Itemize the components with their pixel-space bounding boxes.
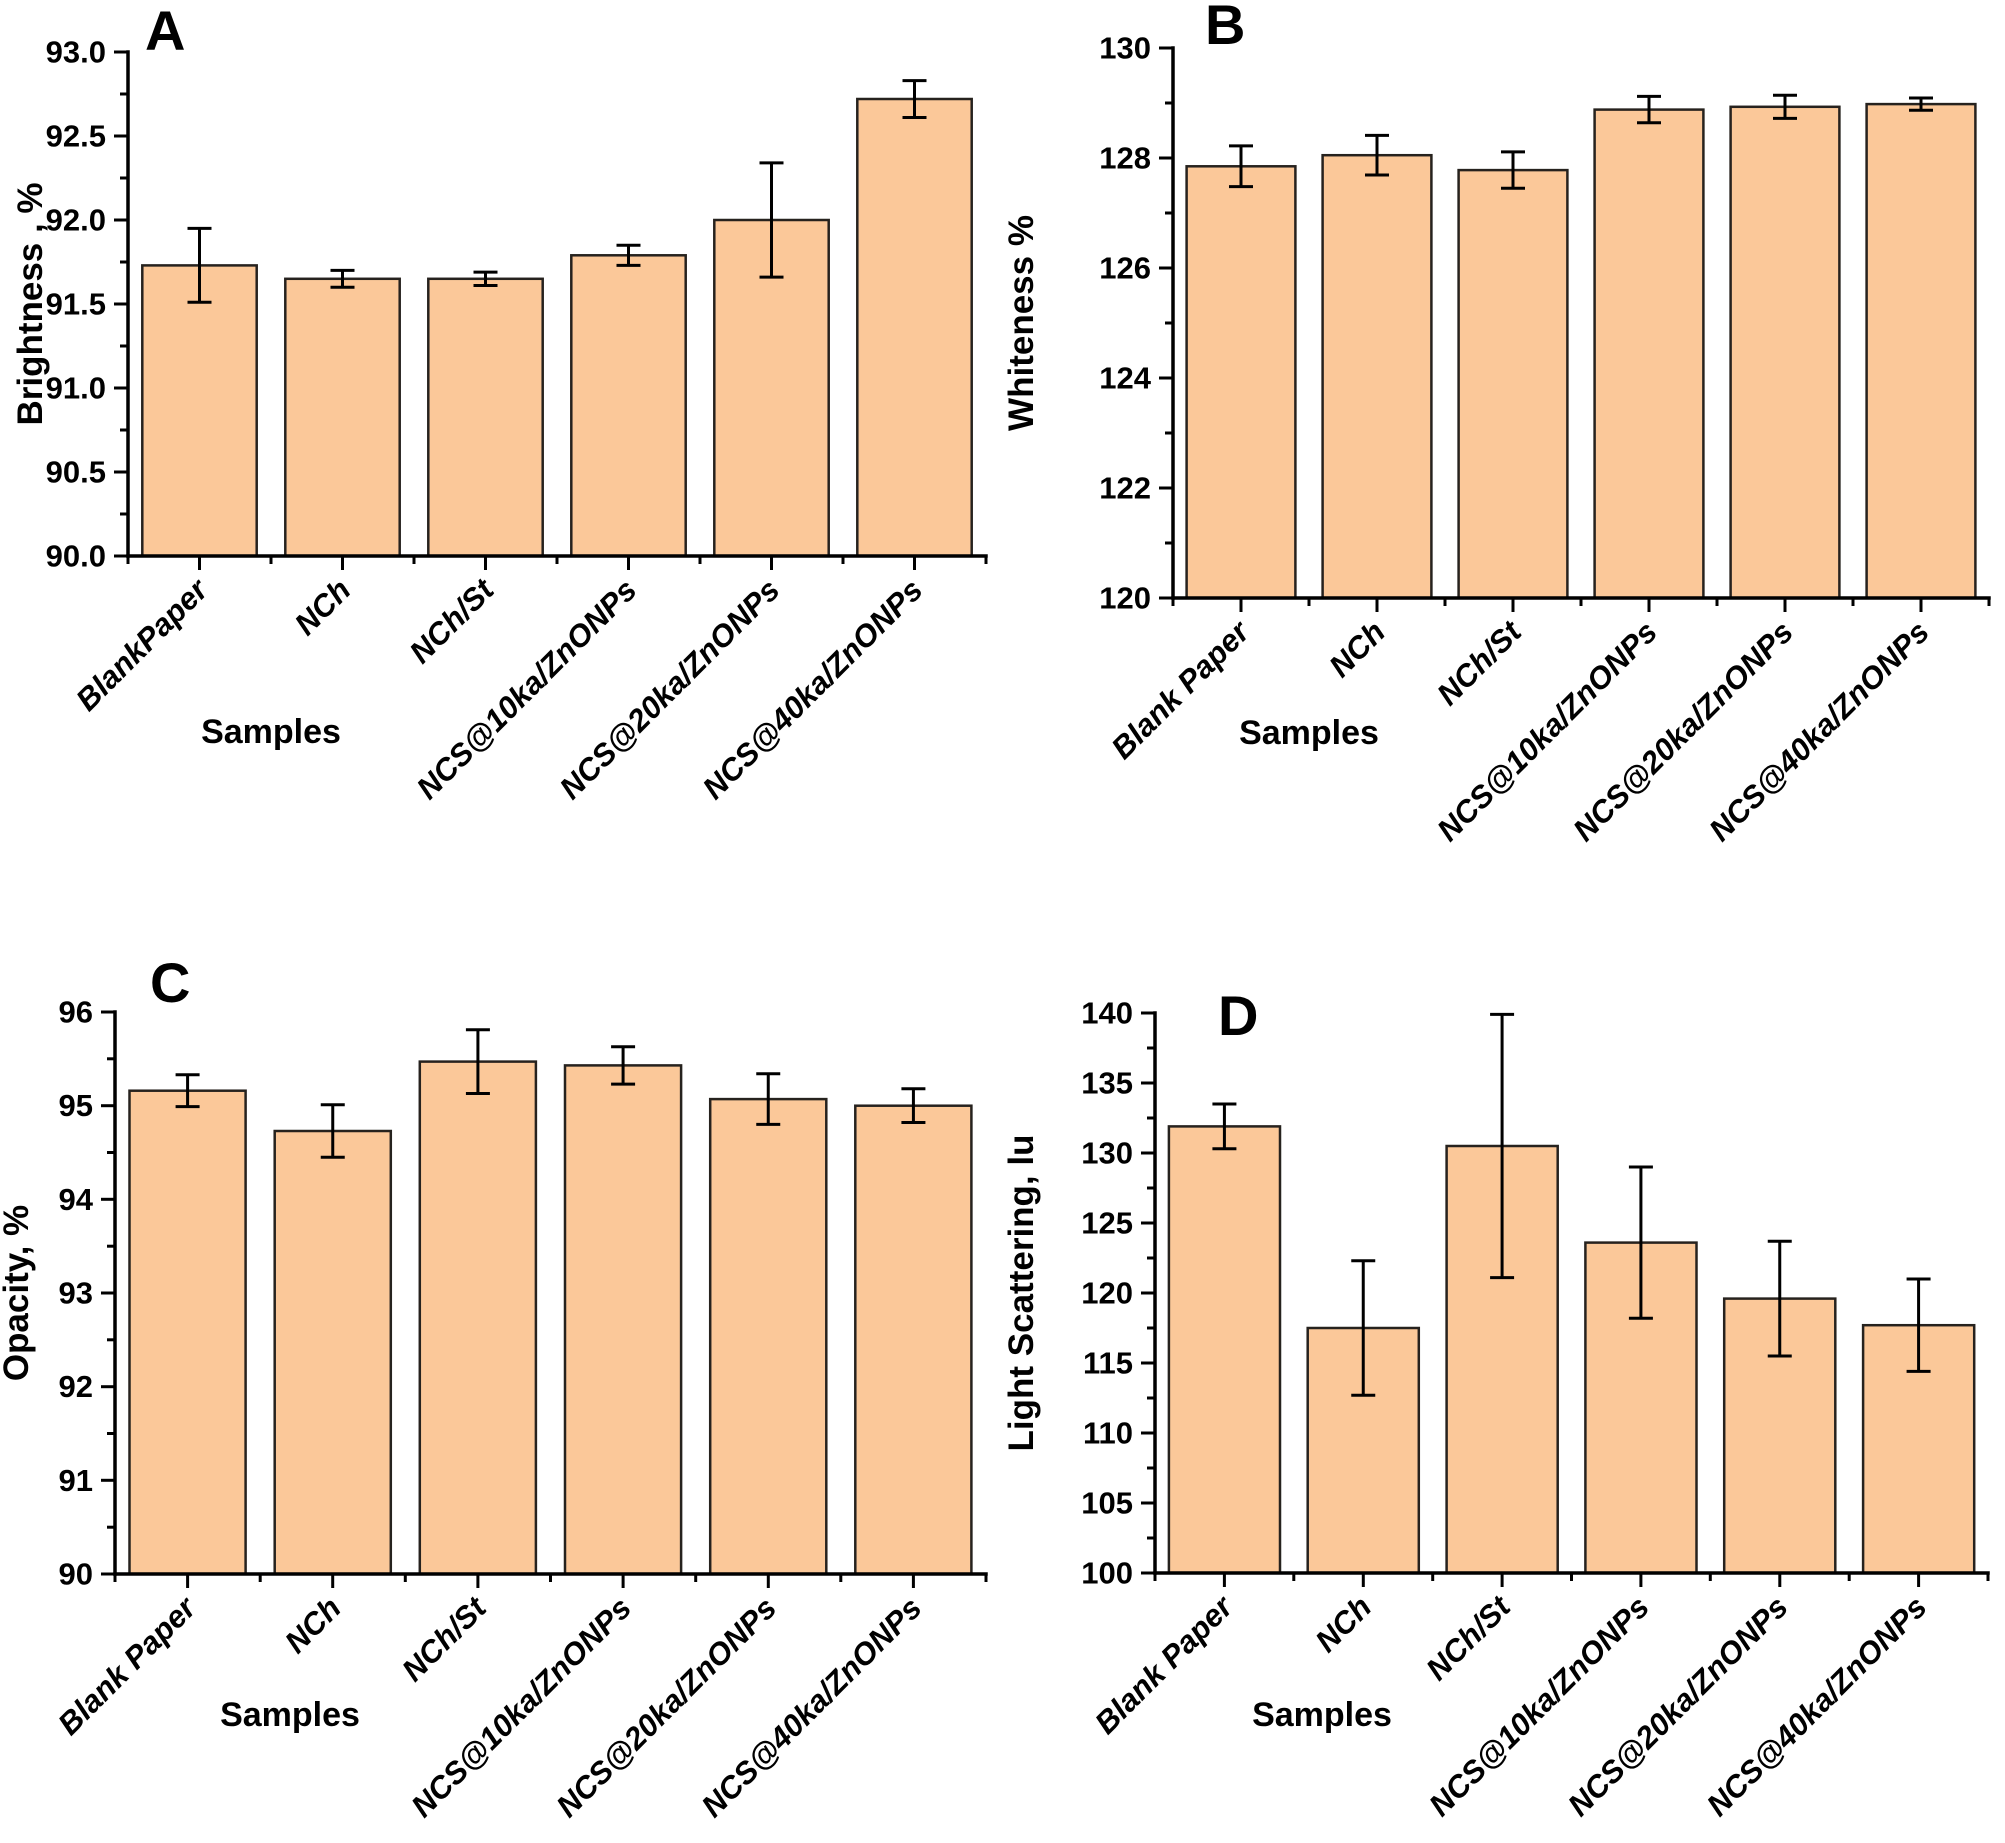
bar (1865, 102, 1977, 600)
x-tick-label: NCS@40ka/ZnONPs (1702, 614, 1936, 848)
x-tick-label: BlankPaper (69, 571, 216, 718)
x-axis-title: Samples (1252, 1696, 1392, 1734)
chart-light-scattering: 100 105 110 115 120 125 130 135 140 Blank Paper NC… (1003, 984, 1990, 1823)
y-tick-label: 91.0 (46, 371, 106, 406)
y-axis-label: Opacity, % (0, 1205, 36, 1381)
bars-group (141, 97, 973, 558)
x-tick-label: Blank Paper (1104, 613, 1257, 766)
y-tick-label: 130 (1099, 31, 1151, 66)
x-ticks-group: Blank Paper NCh NCh/StNCS@10ka/ZnONPsNCS@2… (1104, 598, 1991, 848)
bar (570, 254, 687, 558)
y-tick-label: 140 (1081, 996, 1133, 1031)
y-tick-label: 92.0 (46, 203, 106, 238)
y-tick-label: 135 (1081, 1066, 1133, 1101)
bar (273, 1129, 393, 1576)
bars-group (128, 1060, 973, 1576)
y-tick-label: 90 (59, 1557, 93, 1592)
y-tick-label: 110 (1083, 1416, 1133, 1451)
bars-group (1185, 102, 1977, 600)
x-tick-label: NCS@10ka/ZnONPs (1430, 614, 1664, 848)
y-tick-label: 91.5 (46, 287, 106, 322)
y-tick-label: 93.0 (46, 35, 106, 70)
bar (856, 97, 973, 558)
y-ticks-group: 90.0 90.5 91.0 91.5 92.0 92.5 93.0 (46, 35, 128, 574)
y-tick-label: 130 (1081, 1136, 1133, 1171)
y-tick-label: 126 (1099, 251, 1151, 286)
y-ticks-group: 120 122 124 126 128 130 (1099, 31, 1173, 616)
panel-brightness: 90.0 90.5 91.0 91.5 92.0 92.5 93.0 BlankPaper NC… (0, 0, 1003, 920)
y-tick-label: 94 (59, 1182, 94, 1217)
y-tick-label: 115 (1083, 1346, 1133, 1381)
y-tick-label: 128 (1099, 141, 1151, 176)
x-tick-label: NCh/St (395, 1589, 494, 1688)
x-tick-label: NCh/St (1419, 1588, 1518, 1687)
bar (1185, 165, 1297, 600)
panel-whiteness: 120 122 124 126 128 130 Blank Paper NCh NCh/St NC… (1003, 0, 2005, 920)
bar (141, 264, 258, 558)
y-tick-label: 124 (1099, 361, 1151, 396)
x-axis-title: Samples (220, 1696, 360, 1734)
panel-letter: C (150, 951, 190, 1014)
bar (1321, 153, 1433, 600)
y-tick-label: 91 (59, 1463, 93, 1498)
bar (1593, 108, 1705, 600)
chart-brightness: 90.0 90.5 91.0 91.5 92.0 92.5 93.0 BlankPaper NC… (11, 0, 988, 806)
y-tick-label: 122 (1099, 471, 1151, 506)
y-tick-label: 90.5 (46, 455, 106, 490)
error-bars-group (175, 1028, 926, 1159)
x-axis-title: Samples (1239, 714, 1379, 752)
bars-group (1167, 1125, 1976, 1575)
x-ticks-group: Blank Paper NCh NCh/StNCS@10ka/ZnONPsNCS@2… (1088, 1573, 1990, 1823)
y-tick-label: 120 (1099, 581, 1151, 616)
bar (854, 1104, 973, 1576)
error-bars-group (1229, 93, 1933, 190)
x-tick-label: NCh (288, 572, 358, 642)
y-tick-label: 95 (59, 1088, 93, 1123)
bar (1729, 105, 1841, 600)
panel-light-scattering: 100 105 110 115 120 125 130 135 140 Blank Paper NC… (1003, 920, 2005, 1843)
bar (708, 1097, 828, 1576)
x-tick-label: NCh (278, 1590, 348, 1660)
x-tick-label: Blank Paper (51, 1589, 204, 1742)
x-tick-label: NCh (1308, 1589, 1378, 1659)
panel-letter: D (1218, 984, 1258, 1047)
x-tick-label: Blank Paper (1088, 1588, 1241, 1741)
y-axis-label: Brightness , % (11, 182, 50, 425)
x-ticks-group: BlankPaper NCh NCh/StNCS@10ka/ZnONPsNCS@20… (69, 556, 988, 806)
x-tick-label: NCh/St (1430, 613, 1529, 712)
panel-letter: B (1205, 0, 1245, 56)
y-tick-label: 96 (59, 995, 93, 1030)
x-tick-label: NCh (1322, 614, 1392, 684)
y-ticks-group: 100 105 110 115 120 125 130 135 140 (1081, 996, 1155, 1591)
error-bars-group (187, 79, 927, 304)
x-axis-title: Samples (201, 713, 341, 751)
bar (563, 1064, 683, 1576)
y-tick-label: 120 (1081, 1276, 1133, 1311)
y-axis-label: Light Scattering, lu (1003, 1135, 1041, 1452)
y-tick-label: 105 (1081, 1486, 1133, 1521)
y-tick-label: 125 (1081, 1206, 1133, 1241)
bar (284, 277, 401, 558)
x-ticks-group: Blank Paper NCh NCh/StNCS@10ka/ZnONPsNCS@2… (51, 1574, 988, 1824)
panel-opacity: 90 91 92 93 94 95 96 Blank Paper NCh NCh/St NCS@10… (0, 920, 1003, 1843)
x-tick-label: NCh/St (403, 571, 502, 670)
y-tick-label: 92.5 (46, 119, 106, 154)
y-tick-label: 90.0 (46, 539, 106, 574)
bar (427, 277, 544, 558)
panel-letter: A (145, 0, 185, 62)
bar (1457, 168, 1569, 600)
y-tick-label: 92 (59, 1369, 93, 1404)
y-ticks-group: 90 91 92 93 94 95 96 (59, 995, 115, 1592)
error-bars-group (1212, 1012, 1931, 1397)
bar (128, 1089, 247, 1576)
bar (418, 1060, 538, 1576)
y-tick-label: 100 (1081, 1556, 1133, 1591)
y-tick-label: 93 (59, 1276, 93, 1311)
bar (1167, 1125, 1282, 1575)
y-axis-label: Whiteness % (1003, 215, 1041, 431)
x-tick-label: NCS@20ka/ZnONPs (1566, 614, 1800, 848)
